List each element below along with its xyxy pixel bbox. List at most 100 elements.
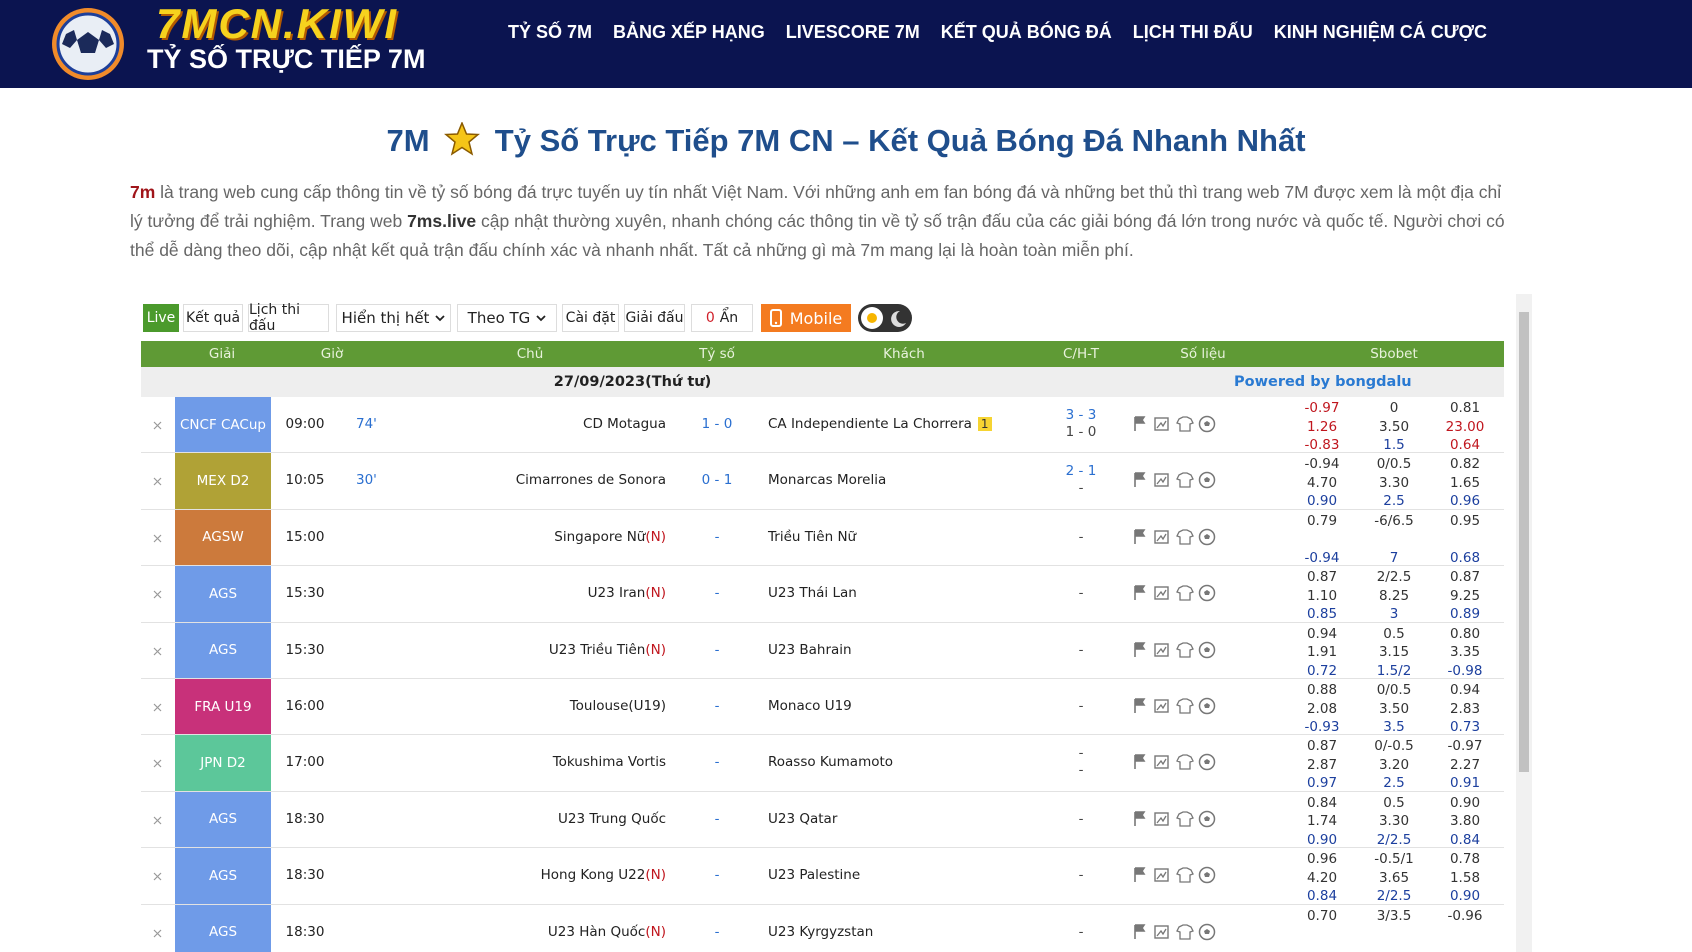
scroll-thumb[interactable]: [1519, 312, 1529, 772]
league-cell[interactable]: MEX D2: [175, 453, 271, 509]
home-team[interactable]: Tokushima Vortis: [400, 754, 666, 770]
score[interactable]: -: [714, 810, 720, 827]
league-cell[interactable]: AGS: [175, 622, 271, 678]
page-title: 7M Tỷ Số Trực Tiếp 7M CN – Kết Quả Bóng …: [0, 121, 1692, 159]
toolbar-button[interactable]: Live: [143, 304, 179, 332]
theme-toggle[interactable]: [858, 304, 912, 332]
odds-value: 0.90: [1306, 493, 1338, 510]
away-team[interactable]: Roasso Kumamoto: [768, 754, 893, 770]
odds-value: 0.96: [1449, 493, 1481, 510]
score[interactable]: -: [714, 754, 720, 771]
league-cell[interactable]: AGS: [175, 791, 271, 848]
home-team[interactable]: Cimarrones de Sonora: [400, 472, 666, 488]
home-team[interactable]: U23 Iran(N): [400, 585, 666, 601]
league-cell[interactable]: AGSW: [175, 509, 271, 566]
odds-value: 2/2.5: [1376, 888, 1412, 905]
nav-link[interactable]: LỊCH THI ĐẤU: [1132, 22, 1253, 42]
home-team[interactable]: Singapore Nữ(N): [400, 529, 666, 545]
odds-value: 1.58: [1449, 869, 1481, 886]
score[interactable]: -: [714, 528, 720, 545]
odds-value: 0.85: [1306, 606, 1338, 623]
odds-value: 3: [1389, 606, 1399, 623]
league-name: AGS: [208, 811, 238, 828]
score[interactable]: 0 - 1: [701, 472, 733, 489]
league-cell[interactable]: AGS: [175, 566, 271, 622]
odds-value: 0.84: [1306, 888, 1338, 905]
home-team[interactable]: Hong Kong U22(N): [400, 867, 666, 883]
away-team[interactable]: CA Independiente La Chorrera 1: [768, 416, 992, 432]
toolbar-button[interactable]: Theo TG: [457, 304, 557, 332]
match-time: 18:30: [285, 867, 325, 884]
column-header: Số liệu: [1180, 346, 1226, 362]
odds-value: 0.84: [1449, 831, 1481, 848]
button-label: Giải đấu: [625, 310, 684, 326]
away-name: Roasso Kumamoto: [768, 754, 894, 771]
home-team[interactable]: U23 Trung Quốc: [400, 811, 666, 827]
away-team[interactable]: Triều Tiên Nữ: [768, 529, 856, 545]
date-row: [141, 367, 1504, 397]
away-team[interactable]: Monarcas Morelia: [768, 472, 886, 488]
nav-link[interactable]: LIVESCORE 7M: [785, 22, 920, 42]
league-cell[interactable]: FRA U19: [175, 679, 271, 735]
league-cell[interactable]: CNCF CACup: [175, 397, 271, 453]
score[interactable]: -: [714, 698, 720, 714]
stats-icons: [1134, 923, 1216, 940]
column-header: Giờ: [320, 346, 344, 362]
odds-value: 2.5: [1383, 493, 1405, 510]
header: 7MCN.KIWI TỶ SỐ TRỰC TIẾP 7M TỶ SỐ 7M BẢN…: [0, 0, 1692, 88]
stats-icons: [1134, 415, 1216, 433]
score[interactable]: 1 - 0: [701, 416, 733, 432]
score[interactable]: -: [714, 641, 720, 658]
cht-score: -: [1078, 480, 1084, 497]
odds-value: 2.08: [1306, 700, 1338, 717]
nav-link[interactable]: TỶ SỐ 7M: [508, 22, 593, 42]
away-team[interactable]: U23 Palestine: [768, 867, 860, 883]
score[interactable]: -: [714, 867, 720, 884]
column-header: Tỷ số: [699, 346, 735, 362]
stats-icons: [1134, 472, 1216, 489]
league-cell[interactable]: JPN D2: [175, 735, 271, 791]
away-team[interactable]: U23 Bahrain: [768, 642, 852, 658]
away-team[interactable]: U23 Thái Lan: [768, 585, 857, 601]
score[interactable]: -: [714, 585, 720, 602]
logo-title: 7MCN.KIWI: [156, 0, 398, 47]
league-cell[interactable]: AGS: [175, 848, 271, 904]
close-icon: [153, 703, 162, 712]
stats-icons: [1134, 584, 1216, 602]
odds-value: 0.81: [1449, 400, 1481, 416]
nav-link[interactable]: KẾT QUẢ BÓNG ĐÁ: [940, 22, 1112, 42]
cht-score: -: [1078, 528, 1084, 545]
score[interactable]: -: [714, 923, 720, 940]
column-header: C/H-T: [1062, 346, 1099, 362]
toolbar-button[interactable]: 0 Ẩn: [691, 304, 753, 332]
toolbar-button[interactable]: Kết quả: [183, 304, 243, 332]
home-team[interactable]: Toulouse(U19): [400, 698, 666, 714]
away-team[interactable]: U23 Kyrgyzstan: [768, 924, 873, 940]
nav-link[interactable]: BẢNG XẾP HẠNG: [613, 22, 765, 42]
away-team[interactable]: Monaco U19: [768, 698, 852, 714]
toolbar-button[interactable]: Lịch thi đấu: [248, 302, 329, 334]
home-name: CD Motagua: [583, 416, 666, 432]
away-team[interactable]: U23 Qatar: [768, 811, 837, 827]
toolbar-button[interactable]: Mobile: [761, 304, 851, 332]
toolbar-button[interactable]: Giải đấu: [624, 304, 685, 332]
odds-value: 0/0.5: [1376, 682, 1412, 698]
home-team[interactable]: U23 Hàn Quốc(N): [400, 924, 666, 940]
league-cell[interactable]: AGS: [175, 904, 271, 952]
scrollbar[interactable]: [1516, 294, 1532, 952]
home-team[interactable]: U23 Triều Tiên(N): [400, 642, 666, 658]
column-header: Khách: [883, 346, 925, 362]
toolbar-button[interactable]: Cài đặt: [562, 304, 619, 332]
home-team[interactable]: CD Motagua: [400, 416, 666, 432]
match-row: [141, 566, 1504, 623]
home-name: Cimarrones de Sonora: [515, 472, 666, 489]
odds-value: 0.5: [1383, 625, 1405, 642]
odds-value: -0.5/1: [1374, 851, 1414, 868]
powered-by[interactable]: Powered by bongdalu: [1234, 374, 1412, 390]
match-time: 09:00: [285, 416, 325, 432]
stats-icons: [1134, 528, 1216, 546]
toolbar-button[interactable]: Hiển thị hết: [336, 304, 451, 332]
nav-link[interactable]: KINH NGHIỆM CÁ CƯỢC: [1273, 22, 1488, 42]
odds-value: -0.97: [1447, 738, 1483, 755]
